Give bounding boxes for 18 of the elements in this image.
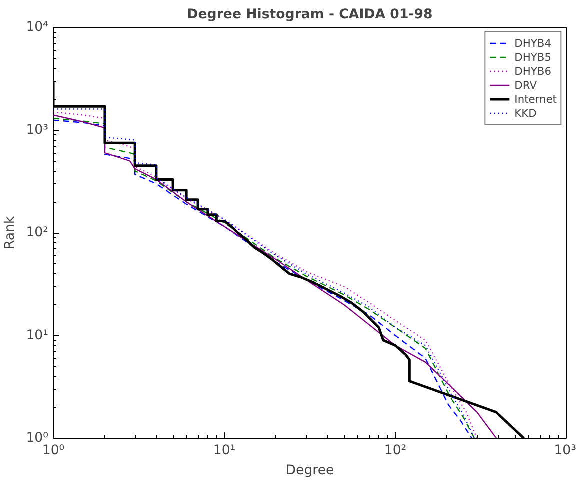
- x-tick-label: 10¹: [213, 444, 236, 458]
- y-tick-label: 10⁰: [26, 431, 49, 446]
- y-tick-label: 10²: [26, 226, 49, 240]
- x-tick-label: 10³: [554, 444, 576, 458]
- y-tick-label: 10¹: [26, 328, 49, 344]
- legend-label: DHYB4: [514, 36, 552, 50]
- legend-label: DHYB5: [514, 50, 552, 64]
- legend-label: DHYB6: [514, 64, 552, 78]
- legend-label: DRV: [514, 78, 537, 92]
- y-axis-title: Rank: [3, 216, 18, 250]
- x-tick-label: 10²: [384, 444, 407, 458]
- y-tick-label: 10³: [26, 122, 49, 138]
- y-tick-label: 10⁴: [26, 20, 49, 35]
- x-tick-label: 10⁰: [42, 444, 65, 458]
- x-axis-title: Degree: [286, 464, 334, 478]
- chart-title: Degree Histogram - CAIDA 01-98: [187, 8, 433, 22]
- legend-label: KKD: [514, 106, 537, 120]
- legend-label: Internet: [514, 92, 557, 106]
